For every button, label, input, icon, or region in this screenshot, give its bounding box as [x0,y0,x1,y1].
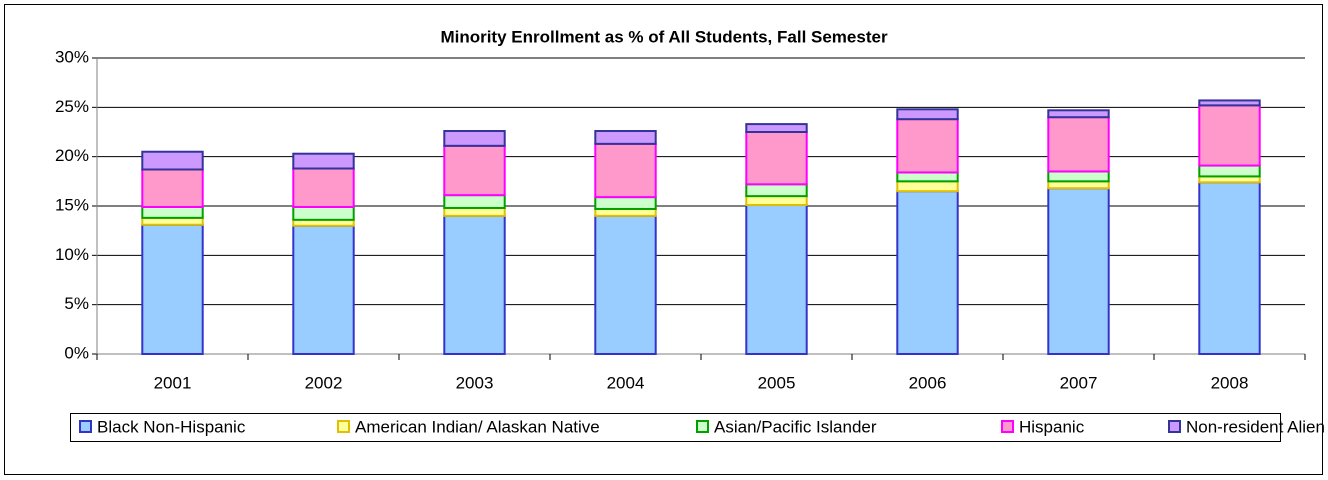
bar-segment [1047,180,1110,190]
bar-segment [594,214,657,355]
x-tick-label: 2007 [1060,373,1098,392]
bar-segment [745,195,808,207]
bar-segment [1047,187,1110,355]
bar-segment [594,196,657,210]
legend-label: Hispanic [1019,417,1085,436]
bar-segment [443,214,506,355]
x-tick-label: 2004 [607,373,645,392]
bar-segment [443,144,506,197]
bar-segment [141,205,204,219]
x-tick-label: 2002 [305,373,343,392]
bar-segment [896,108,959,121]
legend-swatch [79,420,92,433]
bar-segment [896,171,959,183]
bar-segment [896,180,959,193]
y-tick-label: 0% [64,343,89,362]
bar-segment [292,205,355,221]
x-tick-label: 2003 [456,373,494,392]
legend-label: Asian/Pacific Islander [714,417,877,436]
bar-segment [443,206,506,217]
bar-segment [896,190,959,355]
bar-segment [292,152,355,170]
x-tick-label: 2006 [909,373,947,392]
bar-segment [1047,109,1110,119]
bar-segment [745,131,808,186]
legend-label: American Indian/ Alaskan Native [355,417,600,436]
bar-segment [141,216,204,226]
y-tick-label: 25% [55,97,89,116]
bar-segment [141,223,204,355]
bar-segment [1047,116,1110,173]
x-tick-label: 2005 [758,373,796,392]
legend-swatch [696,420,709,433]
bar-segment [443,130,506,147]
y-tick-label: 15% [55,195,89,214]
x-tick-label: 2008 [1211,373,1249,392]
bar-segment [141,168,204,208]
bar-segment [896,118,959,174]
bar-segment [1198,181,1261,355]
legend-swatch [1001,420,1014,433]
bar-segment [745,204,808,355]
bar-segment [443,194,506,209]
bar-segment [745,183,808,198]
bar-segment [1047,170,1110,183]
chart-title: Minority Enrollment as % of All Students… [440,27,888,46]
bar-segment [1198,99,1261,107]
y-tick-label: 5% [64,294,89,313]
x-tick-label: 2001 [154,373,192,392]
legend-swatch [337,420,350,433]
y-tick-label: 30% [55,47,89,66]
bar-segment [594,207,657,217]
legend-swatch [1168,420,1181,433]
bar-segment [1198,164,1261,178]
y-tick-label: 20% [55,146,89,165]
legend-box [70,413,1281,442]
bar-segment [594,142,657,199]
bar-segment [1198,104,1261,167]
bar-segment [292,167,355,208]
bar-segment [745,123,808,133]
bar-segment [594,130,657,145]
y-tick-label: 10% [55,245,89,264]
legend-label: Black Non-Hispanic [97,417,246,436]
bar-segment [141,150,204,171]
bar-segment [292,224,355,355]
legend-label: Non-resident Alien [1186,417,1325,436]
